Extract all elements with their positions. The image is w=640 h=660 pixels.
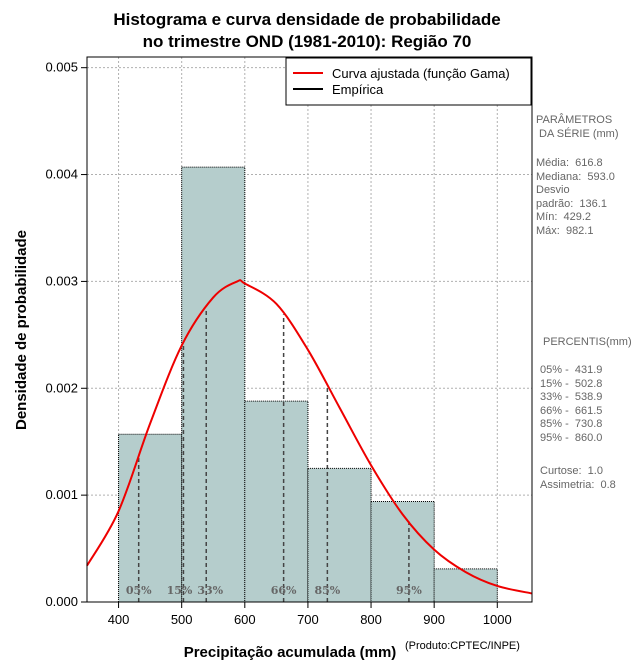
legend-curve-label: Curva ajustada (função Gama): [332, 66, 510, 81]
y-tick-label: 0.002: [45, 380, 78, 395]
percentile-labels: 05% 15% 33% 66% 85% 95%: [126, 584, 423, 597]
histogram-bar: [370, 501, 435, 603]
percentile-label: 15%: [167, 584, 193, 597]
y-tick-label: 0.004: [45, 167, 78, 182]
percentile-lines: [137, 308, 410, 602]
percentis-title: PERCENTIS(mm): [543, 336, 632, 348]
x-axis: 400 500 600 700 800 900 1000: [108, 602, 512, 627]
x-tick-label: 1000: [483, 612, 512, 627]
plot-frame: [86, 56, 533, 603]
histogram-bar: [181, 166, 246, 603]
y-tick-label: 0.000: [45, 594, 78, 609]
legend: Curva ajustada (função Gama) Empírica: [285, 57, 532, 106]
x-axis-title: Precipitação acumulada (mm): [184, 644, 397, 660]
y-tick-label: 0.005: [45, 60, 78, 75]
percentile-label: 95%: [396, 584, 422, 597]
y-axis: 0.000 0.001 0.002 0.003 0.004 0.005: [45, 60, 87, 609]
y-tick-label: 0.003: [45, 273, 78, 288]
histogram-bars: [118, 166, 498, 603]
params-title: PARÂMETROS DA SÉRIE (mm): [536, 114, 619, 140]
percentile-label: 33%: [197, 584, 223, 597]
x-tick-label: 600: [234, 612, 256, 627]
x-tick-label: 900: [423, 612, 445, 627]
y-tick-label: 0.001: [45, 487, 78, 502]
histogram-bar: [307, 467, 372, 603]
percentile-label: 85%: [314, 584, 340, 597]
legend-box: [285, 57, 532, 106]
percentile-label: 05%: [126, 584, 152, 597]
chart-title-line1: Histograma e curva densidade de probabil…: [113, 10, 500, 29]
x-tick-label: 500: [171, 612, 193, 627]
params-body: Média: 616.8 Mediana: 593.0 Desvio padrã…: [536, 157, 615, 237]
percentis-body: 05% - 431.9 15% - 502.8 33% - 538.9 66% …: [540, 364, 603, 444]
histogram-bar: [244, 400, 309, 603]
fitted-gamma-curve: [86, 279, 533, 595]
credit-label: (Produto:CPTEC/INPE): [405, 640, 520, 652]
histogram-bar: [433, 568, 498, 603]
x-tick-label: 400: [108, 612, 130, 627]
legend-empirical-label: Empírica: [332, 82, 384, 97]
stats-body: Curtose: 1.0 Assimetria: 0.8: [540, 465, 616, 491]
chart-title-line2: no trimestre OND (1981-2010): Região 70: [143, 32, 472, 51]
percentile-label: 66%: [271, 584, 297, 597]
y-axis-title: Densidade de probabilidade: [13, 230, 30, 430]
histogram-bar: [118, 433, 183, 603]
x-tick-label: 700: [297, 612, 319, 627]
x-tick-label: 800: [360, 612, 382, 627]
